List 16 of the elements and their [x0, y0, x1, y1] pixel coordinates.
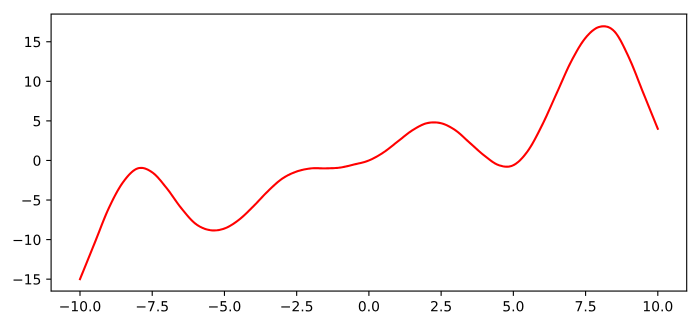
- x-tick-label: 0.0: [358, 300, 380, 312]
- x-tick-label: −5.0: [209, 300, 240, 312]
- x-tick-label: −2.5: [281, 300, 312, 312]
- y-tick-label: 15: [25, 36, 40, 48]
- x-tick-label: 10.0: [644, 300, 672, 312]
- x-tick-label: 7.5: [576, 301, 596, 312]
- x-tick-label: 5.0: [503, 300, 524, 312]
- y-tick-label: −15: [14, 274, 40, 285]
- y-tick-label: 10: [25, 76, 40, 87]
- x-tick-label: 2.5: [431, 300, 451, 312]
- y-tick-label: 0: [33, 155, 40, 166]
- y-tick-label: −10: [14, 234, 40, 246]
- y-tick-label: −5: [22, 195, 40, 206]
- x-tick-label: −7.5: [136, 301, 168, 312]
- y-tick-label: 5: [34, 116, 40, 126]
- x-tick-label: −10.0: [60, 300, 100, 312]
